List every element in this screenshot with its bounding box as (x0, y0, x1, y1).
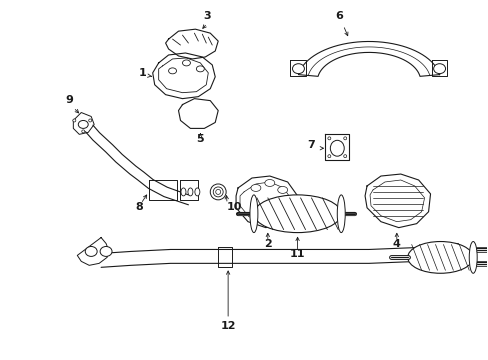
Text: 7: 7 (307, 140, 315, 150)
Ellipse shape (187, 188, 192, 196)
Text: 6: 6 (335, 11, 343, 21)
Ellipse shape (182, 60, 190, 66)
Polygon shape (152, 53, 215, 99)
Polygon shape (218, 247, 232, 267)
Ellipse shape (78, 121, 88, 129)
Polygon shape (365, 174, 429, 228)
Polygon shape (148, 180, 176, 200)
Ellipse shape (343, 137, 346, 140)
Ellipse shape (250, 184, 260, 192)
Ellipse shape (215, 189, 220, 194)
Polygon shape (165, 29, 218, 59)
Polygon shape (431, 60, 447, 76)
Text: 2: 2 (264, 239, 271, 249)
Ellipse shape (88, 119, 92, 122)
Polygon shape (178, 99, 218, 129)
Ellipse shape (327, 137, 330, 140)
Ellipse shape (168, 68, 176, 74)
Ellipse shape (343, 155, 346, 158)
Ellipse shape (81, 130, 84, 133)
Text: 11: 11 (289, 249, 305, 260)
Ellipse shape (100, 247, 112, 256)
Ellipse shape (330, 140, 344, 156)
Ellipse shape (249, 195, 257, 233)
Polygon shape (77, 238, 109, 265)
Polygon shape (73, 113, 94, 134)
Text: 12: 12 (220, 321, 235, 331)
Ellipse shape (433, 64, 445, 74)
Ellipse shape (181, 188, 185, 196)
Ellipse shape (327, 155, 330, 158)
Text: 5: 5 (196, 134, 203, 144)
Polygon shape (298, 41, 439, 76)
Ellipse shape (85, 247, 97, 256)
Text: 8: 8 (135, 202, 142, 212)
Ellipse shape (195, 188, 200, 196)
Ellipse shape (337, 195, 345, 233)
Ellipse shape (210, 184, 225, 200)
Ellipse shape (277, 186, 287, 193)
Ellipse shape (253, 195, 341, 233)
Ellipse shape (196, 66, 204, 72)
Polygon shape (180, 180, 198, 200)
Ellipse shape (73, 119, 76, 122)
Polygon shape (236, 176, 297, 228)
Text: 10: 10 (226, 202, 241, 212)
Ellipse shape (407, 242, 472, 273)
Text: 4: 4 (392, 239, 400, 249)
Text: 9: 9 (65, 95, 73, 105)
Ellipse shape (292, 64, 304, 74)
Text: 1: 1 (139, 68, 146, 78)
Polygon shape (289, 60, 305, 76)
Ellipse shape (468, 242, 476, 273)
Polygon shape (325, 134, 348, 160)
Ellipse shape (264, 180, 274, 186)
Text: 3: 3 (203, 11, 211, 21)
Ellipse shape (213, 187, 223, 197)
